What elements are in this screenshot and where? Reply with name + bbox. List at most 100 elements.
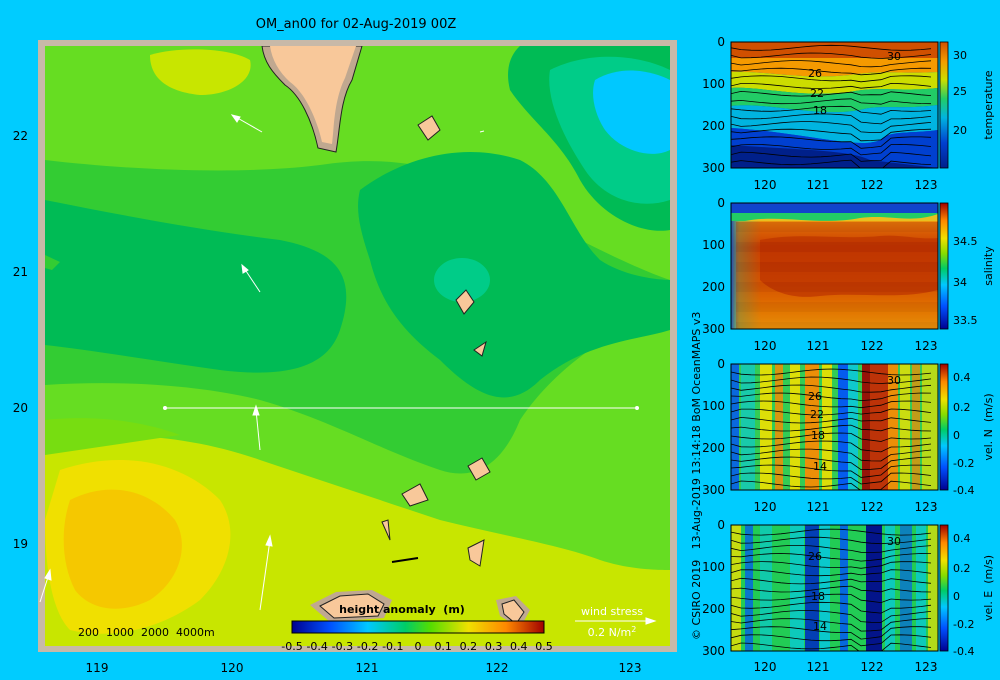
salinity-cell xyxy=(736,232,744,242)
salinity-cell xyxy=(768,312,776,322)
isotherm-contour xyxy=(731,618,932,632)
temperature-cb-tick: 20 xyxy=(953,124,967,137)
x-tick-label: 119 xyxy=(86,661,109,675)
salinity-cell xyxy=(888,262,896,272)
salinity-cell xyxy=(928,292,936,302)
wind-stress-vectors xyxy=(39,114,485,611)
colorbar-tick-label: 0.4 xyxy=(510,640,528,653)
temperature-cb-tick: 30 xyxy=(953,49,967,62)
x-tick-label: 122 xyxy=(486,661,509,675)
salinity-cb-label: salinity xyxy=(982,246,995,286)
salinity-cell xyxy=(800,322,808,329)
salinity-cell xyxy=(936,322,938,329)
salinity-cell xyxy=(776,282,784,292)
salinity-cell xyxy=(928,222,936,232)
salinity-cell xyxy=(880,242,888,252)
salinity-cell xyxy=(872,222,880,232)
salinity-cell xyxy=(760,232,768,242)
salinity-cell xyxy=(736,262,744,272)
isotherm-contour xyxy=(731,416,932,424)
salinity-cell xyxy=(776,302,784,312)
p2-x-tick: 120 xyxy=(754,339,777,353)
salinity-cell xyxy=(864,272,872,282)
salinity-cell xyxy=(880,222,888,232)
salinity-cell xyxy=(880,272,888,282)
isotherm-contour xyxy=(731,113,932,125)
p2-y-tick: 300 xyxy=(702,322,725,336)
isotherm-contour xyxy=(731,456,932,471)
salinity-cell xyxy=(824,292,832,302)
p3-x-tick: 120 xyxy=(754,500,777,514)
isotherm-contour xyxy=(731,128,932,142)
salinity-cell xyxy=(824,282,832,292)
colorbar-tick-label: -0.4 xyxy=(306,640,327,653)
isotherm-contour xyxy=(731,105,932,115)
salinity-cell xyxy=(864,292,872,302)
salinity-cell xyxy=(768,252,776,262)
salinity-cell xyxy=(744,282,752,292)
salinity-cell xyxy=(784,232,792,242)
salinity-cell xyxy=(840,232,848,242)
salinity-cell xyxy=(840,272,848,282)
salinity-cell xyxy=(864,222,872,232)
velocity-band xyxy=(862,364,870,490)
salinity-cell xyxy=(928,262,936,272)
salinity-cell xyxy=(920,222,928,232)
salinity-cell xyxy=(856,262,864,272)
p3-x-tick: 123 xyxy=(915,500,938,514)
salinity-cell xyxy=(928,272,936,282)
salinity-cell xyxy=(856,302,864,312)
salinity-cell xyxy=(936,282,938,292)
wind-legend-arrow xyxy=(575,617,657,625)
salinity-cell xyxy=(864,322,872,329)
p2-y-tick: 100 xyxy=(702,238,725,252)
salinity-cell xyxy=(912,302,920,312)
isotherm-contour xyxy=(731,601,932,614)
isotherm-contour xyxy=(731,480,932,490)
salinity-cell xyxy=(792,252,800,262)
salinity-cell xyxy=(736,252,744,262)
salinity-cell xyxy=(744,232,752,242)
salinity-cell xyxy=(840,262,848,272)
salinity-cell xyxy=(736,312,744,322)
salinity-cell xyxy=(848,242,856,252)
salinity-cell xyxy=(736,272,744,282)
salinity-cell xyxy=(736,302,744,312)
salinity-cell xyxy=(744,272,752,282)
credit-text: © CSIRO 2019 13-Aug-2019 13:14:18 BoM Oc… xyxy=(690,312,703,640)
salinity-cell xyxy=(736,292,744,302)
isotherm-contour xyxy=(731,642,932,651)
salinity-cell xyxy=(912,272,920,282)
salinity-cell xyxy=(840,242,848,252)
salinity-cell xyxy=(872,322,880,329)
isotherm-contour xyxy=(731,82,932,89)
salinity-cell xyxy=(824,322,832,329)
velocity-band xyxy=(900,364,910,490)
isotherm-contour xyxy=(731,424,932,432)
salinity-cell xyxy=(856,222,864,232)
colorbar-tick-label: -0.3 xyxy=(332,640,353,653)
salinity-cell xyxy=(936,242,938,252)
salinity-cell xyxy=(920,262,928,272)
salinity-cell xyxy=(792,282,800,292)
velocity-band xyxy=(760,364,772,490)
p2-x-tick: 121 xyxy=(807,339,830,353)
salinity-cell xyxy=(808,292,816,302)
salinity-cell xyxy=(752,222,760,232)
salinity-cell xyxy=(904,262,912,272)
salinity-cell xyxy=(784,252,792,262)
salinity-colorbar xyxy=(939,202,949,330)
salinity-cell xyxy=(832,292,840,302)
salinity-cell xyxy=(936,262,938,272)
salinity-cell xyxy=(912,252,920,262)
p1-x-tick: 120 xyxy=(754,178,777,192)
isotherm-contour xyxy=(731,75,932,83)
salinity-cell xyxy=(920,322,928,329)
velocity-band xyxy=(866,525,882,651)
salinity-cell xyxy=(904,322,912,329)
colorbar-tick-label: 0.1 xyxy=(434,640,452,653)
salinity-cell xyxy=(920,312,928,322)
salinity-cell xyxy=(872,272,880,282)
salinity-cell xyxy=(904,242,912,252)
contour-label: 26 xyxy=(808,550,822,563)
